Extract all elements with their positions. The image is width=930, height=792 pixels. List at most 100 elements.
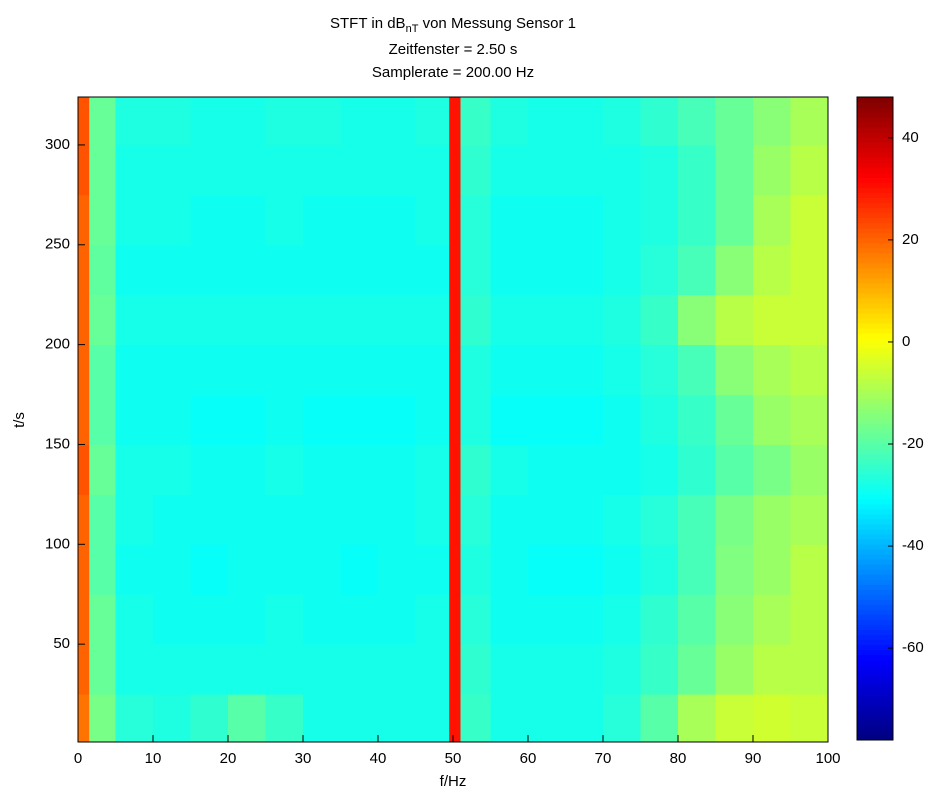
heat-cell (715, 394, 754, 445)
colorbar-step (857, 313, 893, 319)
colorbar-step (857, 428, 893, 435)
colorbar-step (857, 589, 893, 595)
heat-cell (565, 694, 604, 743)
heat-cell (115, 344, 154, 396)
colorbar-step (857, 559, 893, 565)
heat-cell (790, 244, 829, 296)
colorbar-step (857, 338, 893, 344)
heat-cell (490, 494, 529, 545)
colorbar-step (857, 513, 893, 520)
heat-cell (528, 194, 566, 246)
heat-cell (678, 97, 716, 146)
heat-cell (790, 444, 829, 495)
heat-cell (490, 244, 529, 296)
heat-cell (89, 444, 116, 495)
heat-cell (528, 544, 566, 595)
heat-cell (153, 344, 191, 396)
subtitle: Zeitfenster = 2.50 s (389, 41, 518, 58)
heat-cell (78, 244, 90, 296)
heat-cell (460, 394, 491, 445)
heat-cell (190, 494, 229, 545)
colorbar-step (857, 358, 893, 364)
heat-cell (153, 444, 191, 495)
heat-cell (378, 194, 416, 246)
colorbar-step (857, 714, 893, 721)
heat-cell (115, 494, 154, 545)
heat-cell (415, 444, 450, 495)
colorbar-step (857, 242, 893, 249)
heat-cell (115, 97, 154, 146)
heat-cell (603, 694, 641, 743)
heat-cell (678, 294, 716, 346)
colorbar-step (857, 639, 893, 646)
heat-cell (678, 494, 716, 545)
colorbar-step (857, 287, 893, 294)
heat-cell (640, 344, 679, 396)
heat-cell (378, 494, 416, 545)
heat-cell (190, 394, 229, 445)
heat-cell (490, 594, 529, 645)
heat-cell (528, 444, 566, 495)
colorbar-step (857, 202, 893, 209)
heat-cell (89, 594, 116, 645)
heat-cell (228, 694, 266, 743)
heat-cell (115, 444, 154, 495)
heat-cell (490, 194, 529, 246)
heat-cell (678, 344, 716, 396)
heat-cell (415, 644, 450, 695)
heat-cell (753, 97, 791, 146)
heat-cell (565, 494, 604, 545)
heat-cell (528, 394, 566, 445)
heat-cell (528, 694, 566, 743)
heat-cell (153, 594, 191, 645)
heat-cell (528, 244, 566, 296)
heat-cell (228, 594, 266, 645)
heat-cell (715, 444, 754, 495)
colorbar-step (857, 207, 893, 214)
heat-cell (415, 294, 450, 346)
colorbar-step (857, 609, 893, 615)
x-tick-label: 30 (295, 750, 312, 767)
y-tick-label: 100 (45, 535, 70, 552)
colorbar-step (857, 318, 893, 324)
colorbar-step (857, 247, 893, 254)
heat-cell (528, 644, 566, 695)
colorbar-step (857, 463, 893, 470)
heat-cell (340, 294, 379, 346)
heat-cell (190, 644, 229, 695)
heat-cell (303, 594, 341, 645)
colorbar-step (857, 97, 893, 103)
heat-cell (228, 494, 266, 545)
heat-cell (89, 344, 116, 396)
heat-cell (753, 194, 791, 246)
heat-cell (640, 694, 679, 743)
heat-cell (449, 544, 461, 595)
heat-cell (89, 294, 116, 346)
heat-cell (89, 394, 116, 445)
heat-cell (460, 144, 491, 196)
colorbar-step (857, 604, 893, 610)
title-part: von Messung Sensor 1 (418, 15, 576, 32)
heat-cell (115, 194, 154, 246)
colorbar-step (857, 478, 893, 485)
heat-cell (228, 144, 266, 196)
colorbar-step (857, 443, 893, 450)
heat-cell (89, 144, 116, 196)
heat-cell (340, 194, 379, 246)
colorbar-step (857, 734, 893, 741)
heat-cell (678, 694, 716, 743)
heat-cell (153, 194, 191, 246)
title-part: STFT in dB (330, 15, 406, 32)
heat-cell (415, 97, 450, 146)
heat-cell (460, 544, 491, 595)
heat-cell (790, 294, 829, 346)
heat-cell (340, 394, 379, 445)
heat-cell (565, 294, 604, 346)
colorbar-step (857, 262, 893, 269)
heat-cell (378, 294, 416, 346)
colorbar-step (857, 423, 893, 430)
heat-cell (640, 194, 679, 246)
heat-cell (640, 394, 679, 445)
colorbar-step (857, 574, 893, 580)
x-tick-label: 100 (815, 750, 840, 767)
